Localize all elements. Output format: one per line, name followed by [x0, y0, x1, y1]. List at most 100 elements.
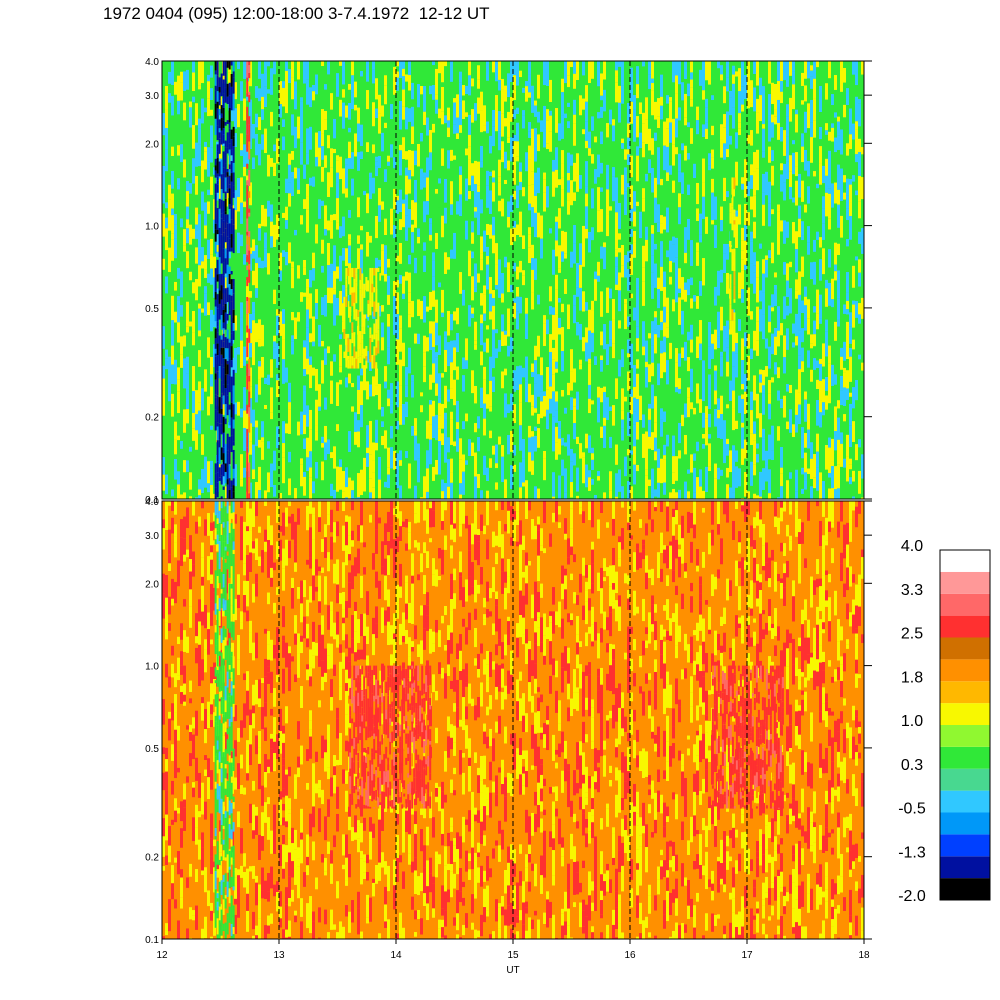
heatmap-feature-cell: [363, 348, 366, 354]
heatmap-feature-cell: [230, 271, 233, 275]
heatmap-cell: [189, 496, 192, 499]
heatmap-feature-cell: [226, 264, 229, 278]
heatmap-cell: [771, 311, 774, 334]
heatmap-cell: [561, 445, 564, 460]
heatmap-cell: [168, 711, 171, 719]
heatmap-feature-cell: [349, 306, 352, 317]
heatmap-cell: [417, 458, 420, 483]
heatmap-cell: [681, 277, 684, 300]
heatmap-feature-cell: [365, 356, 368, 361]
heatmap-cell: [378, 188, 381, 206]
heatmap-cell: [423, 310, 426, 323]
heatmap-cell: [609, 109, 612, 125]
heatmap-cell: [696, 477, 699, 490]
heatmap-cell: [741, 104, 744, 112]
heatmap-cell: [528, 92, 531, 98]
heatmap-cell: [501, 314, 504, 332]
heatmap-cell: [429, 152, 432, 171]
heatmap-feature-cell: [232, 208, 235, 225]
heatmap-cell: [615, 76, 618, 83]
heatmap-cell: [789, 97, 792, 122]
heatmap-cell: [213, 327, 216, 345]
heatmap-cell: [735, 132, 738, 149]
heatmap-cell: [786, 402, 789, 422]
heatmap-cell: [225, 424, 228, 430]
heatmap-cell: [576, 191, 579, 200]
heatmap-cell: [819, 400, 822, 413]
heatmap-cell: [477, 249, 480, 274]
heatmap-cell: [831, 94, 834, 106]
heatmap-cell: [768, 61, 771, 84]
heatmap-cell: [513, 471, 516, 480]
heatmap-cell: [450, 482, 453, 499]
heatmap-feature-cell: [246, 471, 249, 480]
heatmap-cell: [786, 280, 789, 298]
heatmap-feature-cell: [230, 86, 233, 103]
heatmap-cell: [735, 216, 738, 237]
heatmap-cell: [789, 171, 792, 188]
heatmap-cell: [351, 61, 354, 76]
heatmap-cell: [828, 363, 831, 384]
heatmap-cell: [483, 206, 486, 231]
heatmap-cell: [807, 429, 810, 449]
heatmap-cell: [360, 366, 363, 376]
heatmap-cell: [783, 130, 786, 156]
heatmap-cell: [249, 291, 252, 298]
heatmap-cell: [270, 236, 273, 248]
heatmap-cell: [702, 355, 705, 361]
heatmap-cell: [393, 451, 396, 470]
heatmap-feature-cell: [224, 248, 227, 259]
heatmap-cell: [585, 302, 588, 311]
heatmap-cell: [768, 115, 771, 142]
heatmap-cell: [702, 90, 705, 100]
heatmap-cell: [174, 673, 177, 688]
heatmap-cell: [177, 391, 180, 414]
heatmap-cell: [300, 101, 303, 119]
heatmap-cell: [666, 180, 669, 195]
heatmap-feature-cell: [248, 153, 251, 160]
heatmap-cell: [840, 168, 843, 185]
heatmap-cell: [321, 360, 324, 384]
heatmap-cell: [204, 456, 207, 478]
heatmap-cell: [804, 480, 807, 490]
heatmap-cell: [180, 71, 183, 83]
heatmap-cell: [648, 479, 651, 487]
heatmap-cell: [315, 461, 318, 479]
heatmap-cell: [174, 581, 177, 604]
heatmap-cell: [591, 372, 594, 386]
heatmap-cell: [444, 202, 447, 208]
heatmap-cell: [702, 294, 705, 307]
heatmap-cell: [399, 283, 402, 291]
heatmap-cell: [444, 385, 447, 409]
heatmap-feature-cell: [230, 129, 233, 140]
heatmap-feature-cell: [377, 271, 380, 289]
heatmap-cell: [699, 399, 702, 413]
heatmap-cell: [165, 61, 168, 86]
heatmap-cell: [597, 154, 600, 178]
heatmap-cell: [423, 177, 426, 188]
heatmap-cell: [348, 194, 351, 210]
heatmap-cell: [780, 323, 783, 336]
heatmap-cell: [852, 287, 855, 301]
heatmap-cell: [531, 147, 534, 172]
heatmap-cell: [171, 883, 174, 900]
heatmap-cell: [768, 250, 771, 259]
heatmap-cell: [324, 348, 327, 358]
heatmap-cell: [834, 466, 837, 490]
heatmap-cell: [705, 430, 708, 446]
heatmap-cell: [702, 490, 705, 499]
heatmap-cell: [177, 155, 180, 179]
heatmap-feature-cell: [349, 267, 352, 279]
heatmap-feature-cell: [216, 158, 219, 174]
heatmap-cell: [768, 469, 771, 494]
heatmap-cell: [318, 384, 321, 407]
heatmap-cell: [753, 221, 756, 239]
heatmap-cell: [480, 490, 483, 499]
heatmap-cell: [699, 61, 702, 70]
heatmap-cell: [654, 317, 657, 330]
heatmap-cell: [849, 178, 852, 185]
heatmap-cell: [543, 105, 546, 129]
heatmap-cell: [573, 162, 576, 182]
heatmap-cell: [816, 192, 819, 212]
heatmap-cell: [831, 278, 834, 300]
